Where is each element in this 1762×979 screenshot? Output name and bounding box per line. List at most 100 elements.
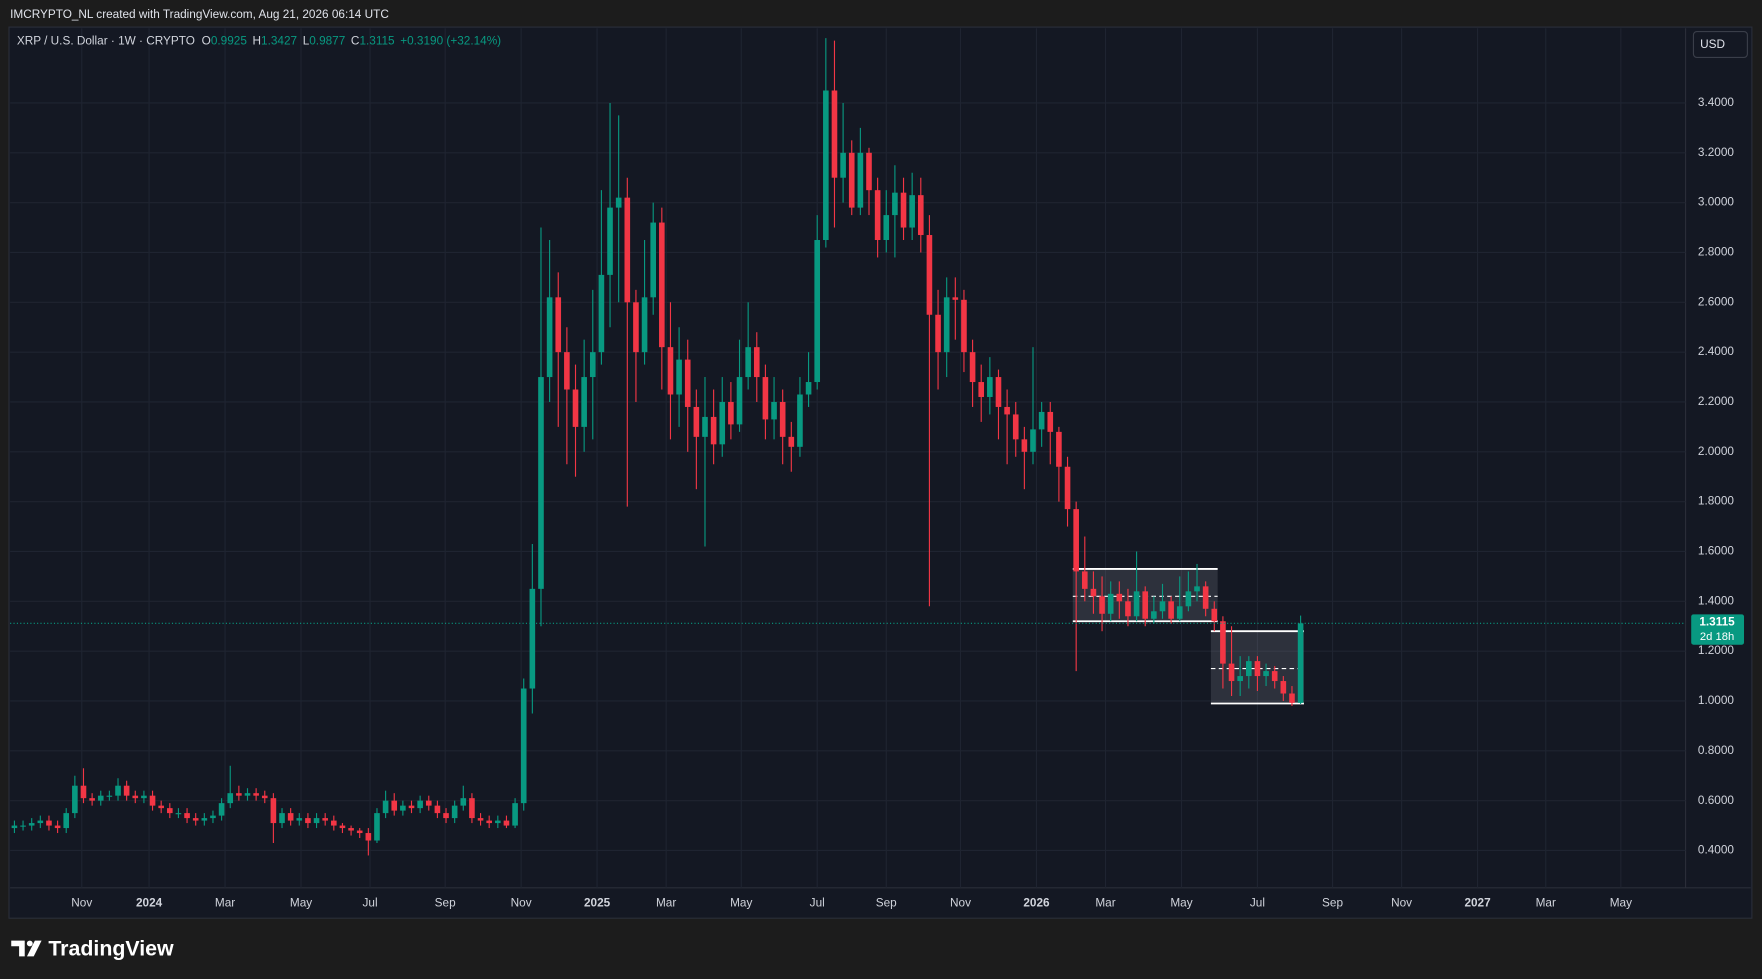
y-tick-label: 1.4000 [1698,594,1734,607]
candle-body [434,805,441,814]
candle-body [848,152,855,208]
candle-body [408,805,415,809]
candle-body [728,401,734,425]
candle-body [115,785,121,796]
price-tag [1691,614,1745,645]
candle-body [149,795,156,806]
candle-body [495,820,501,824]
candle-body [1194,586,1200,592]
candle-body [348,828,354,831]
candle-body [1263,671,1269,677]
ohlc-value: 1.3427 [261,35,297,48]
candle-body [1289,693,1295,703]
candle-body [650,222,657,298]
candle-body [141,795,147,799]
candle-body [503,820,510,826]
logo-mark [26,940,33,947]
ohlc-key: O [202,35,211,48]
candle-body [995,377,1002,407]
x-tick-label: May [290,897,312,910]
candle-body [279,813,285,824]
candle-body [805,382,812,395]
candle-body [11,825,18,829]
candle-body [132,795,139,799]
candle-body [745,347,751,378]
candle-body [1202,586,1209,609]
candle-body [667,347,674,395]
candle-body [305,818,311,824]
candle-body [37,820,44,824]
candle-body [1220,621,1226,664]
brand-name: TradingView [48,936,174,960]
candle-body [244,793,251,796]
candle-body [253,793,259,796]
candle-body [400,805,406,811]
axes: 0.4000 0.6000 0.8000 1.0000 1.2000 1.4000 1.60… [71,96,1734,910]
candle-body [1246,661,1252,677]
x-tick-label: 2026 [1023,897,1050,910]
y-tick-label: 2.2000 [1698,395,1734,408]
candle-body [943,297,950,353]
candle-body [296,818,303,821]
candle-body [814,240,821,383]
candle-body [607,207,613,275]
y-tick-label: 0.8000 [1698,744,1734,757]
x-tick-label: 2025 [584,897,611,910]
candle-body [322,818,328,821]
x-tick-label: 2027 [1464,897,1491,910]
currency-button[interactable] [1692,31,1748,58]
candle-body [1211,608,1218,622]
symbol-title: XRP / U.S. Dollar · 1W · CRYPTO [17,35,195,48]
candle-body [218,803,225,816]
candle-body [227,793,234,804]
x-tick-label: Sep [876,897,897,910]
candle-body [1116,593,1123,602]
candle-body [80,785,87,799]
candle-body [641,297,648,353]
candle-body [1090,588,1097,597]
candle-body [1237,676,1243,682]
candle-body [762,377,769,420]
candle-body [1176,606,1183,619]
candle-body [1047,411,1054,432]
candle-body [684,359,691,407]
candle-body [460,798,467,806]
candle-body [1271,671,1278,682]
y-tick-label: 2.6000 [1698,295,1734,308]
ohlc-key: H [253,35,262,48]
x-tick-label: Nov [950,897,971,910]
candle-body [900,192,907,228]
candle-body [425,800,432,806]
candle-body [1254,661,1261,677]
candle-body [184,813,190,819]
candle-body [1133,591,1140,617]
candle-body [1142,591,1149,619]
candle-body [486,820,492,824]
candle-body [892,192,898,216]
x-tick-label: Jul [363,897,378,910]
currency-label[interactable]: USD [1700,38,1725,51]
x-tick-label: Nov [1391,897,1412,910]
candle-body [28,823,35,826]
candle-body [572,389,579,427]
price-tag-countdown: 2d 18h [1700,631,1734,643]
candle-body [857,152,864,208]
candle-body [72,785,78,814]
candle-body [1125,601,1131,617]
ohlc-value: 0.9925 [211,35,247,48]
candle-body [331,820,337,826]
candle-body [1185,591,1192,607]
candle-body [520,688,527,804]
y-tick-label: 3.4000 [1698,96,1734,109]
candle-body [236,793,242,796]
candle-body [909,195,915,228]
candle-body [270,798,277,824]
candle-body [443,813,449,819]
candle-body [1012,414,1019,440]
candle-body [1151,611,1157,619]
legend: XRP / U.S. Dollar · 1W · CRYPTO O0.9925 H1… [17,35,501,48]
candle-body [54,825,61,829]
candle-body [287,813,294,821]
